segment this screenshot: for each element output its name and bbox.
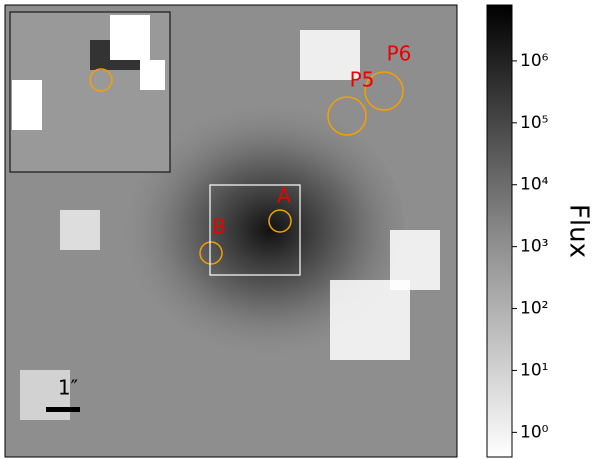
figure: 1″ A B P5 P6 Flux 10⁰ 10¹ 10² 10³ 10⁴ 10⁵ 10⁶ [0,0,593,459]
colorbar-tick-label: 10³ [520,237,548,257]
inset [10,12,170,172]
colorbar-tick-label: 10⁵ [520,113,548,133]
source-label: P6 [387,42,412,66]
colorbar-tick-label: 10¹ [520,360,548,380]
source-label: A [277,184,291,208]
colorbar-tick-label: 10⁰ [520,422,549,442]
colorbar-label: Flux [564,204,593,258]
scale-bar-label: 1″ [58,376,78,400]
colorbar [487,5,512,457]
source-label: B [212,215,226,239]
colorbar-tick-label: 10⁶ [520,51,549,71]
source-label: P5 [350,68,375,92]
colorbar-tick-label: 10² [520,299,548,319]
colorbar-tick-label: 10⁴ [520,175,549,195]
sky-image: 1″ A B P5 P6 [5,5,457,457]
